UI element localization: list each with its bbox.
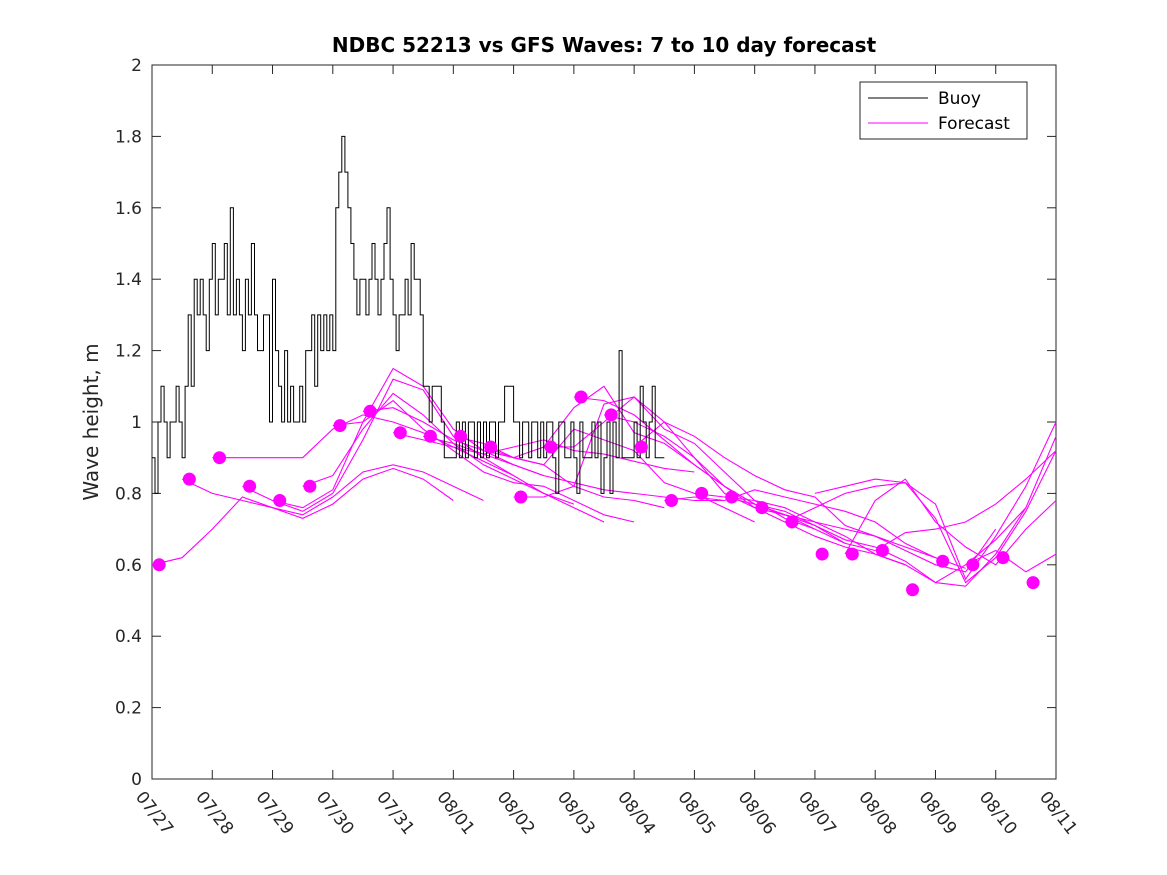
forecast-marker: [484, 440, 498, 454]
forecast-marker: [725, 490, 739, 504]
forecast-marker: [755, 501, 769, 515]
legend-box: [859, 81, 1028, 140]
forecast-marker: [996, 551, 1010, 565]
y-tick-label: 1.4: [115, 270, 142, 290]
forecast-marker: [966, 558, 980, 572]
forecast-marker: [815, 547, 829, 561]
forecast-marker: [423, 429, 437, 443]
y-tick-label: 1.8: [115, 127, 142, 147]
forecast-run-line: [874, 450, 1057, 551]
forecast-run-line: [242, 367, 544, 509]
forecast-marker: [906, 583, 920, 597]
forecast-run-line: [332, 399, 635, 523]
forecast-marker: [303, 479, 317, 493]
forecast-marker: [514, 490, 528, 504]
forecast-run-line: [212, 414, 514, 477]
forecast-marker: [845, 547, 859, 561]
forecast-marker: [785, 515, 799, 529]
legend: Buoy Forecast: [859, 81, 1028, 140]
forecast-marker: [363, 404, 377, 418]
y-axis-label: Wave height, m: [79, 343, 103, 500]
y-tick-label: 0.6: [115, 556, 142, 576]
y-tick-label: 1.2: [115, 342, 142, 362]
forecast-marker: [454, 429, 468, 443]
forecast-marker: [393, 426, 407, 440]
forecast-marker: [544, 440, 558, 454]
forecast-marker: [875, 544, 889, 558]
forecast-run-line: [694, 492, 997, 573]
y-tick-label: 0.8: [115, 484, 142, 504]
forecast-run-line: [724, 496, 1027, 584]
forecast-marker: [243, 479, 257, 493]
forecast-marker: [182, 472, 196, 486]
forecast-marker: [212, 451, 226, 465]
forecast-run-line: [272, 378, 575, 512]
y-tick-label: 1: [131, 413, 142, 433]
forecast-run-line: [814, 421, 1057, 581]
legend-buoy-label: Buoy: [938, 89, 981, 109]
buoy-line: [152, 135, 665, 494]
forecast-run-line: [151, 467, 454, 566]
forecast-run-line: [633, 421, 936, 559]
forecast-marker: [333, 419, 347, 433]
forecast-marker: [152, 558, 166, 572]
y-tick-label: 0.2: [115, 699, 142, 719]
legend-forecast-label: Forecast: [938, 114, 1010, 134]
forecast-run-line: [844, 478, 1057, 566]
forecast-run-line: [181, 464, 484, 516]
y-tick-label: 0.4: [115, 627, 142, 647]
forecast-marker: [634, 440, 648, 454]
forecast-run-line: [965, 549, 1057, 573]
forecast-run-line: [754, 436, 1057, 587]
forecast-run-line: [664, 489, 966, 569]
forecast-marker: [936, 554, 950, 568]
y-tick-label: 1.6: [115, 199, 142, 219]
forecast-marker: [1026, 576, 1040, 590]
y-tick-label: 2: [131, 56, 142, 76]
forecast-marker: [664, 494, 678, 508]
forecast-marker: [695, 486, 709, 500]
forecast-marker: [273, 494, 287, 508]
chart-title: NDBC 52213 vs GFS Waves: 7 to 10 day for…: [332, 33, 877, 57]
forecast-marker: [604, 408, 618, 422]
y-tick-label: 0: [131, 770, 142, 790]
forecast-marker: [574, 390, 588, 404]
